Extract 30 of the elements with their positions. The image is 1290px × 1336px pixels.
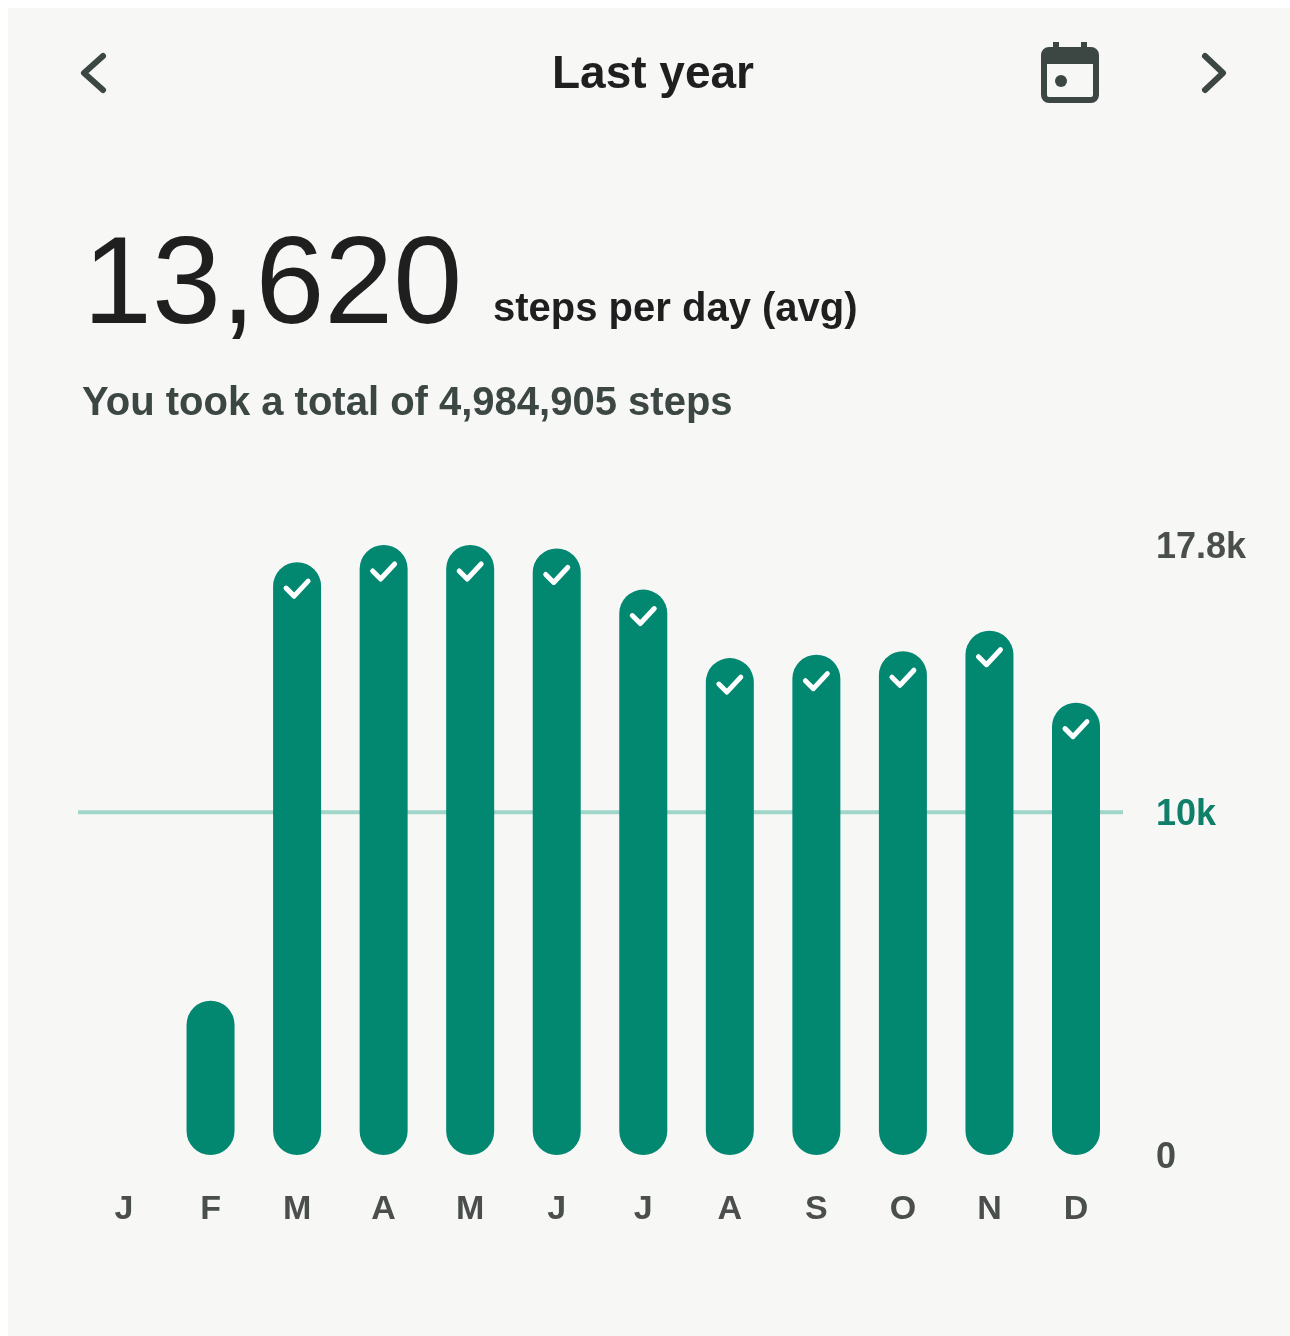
bar	[878, 651, 927, 1155]
x-tick-label: M	[282, 1188, 312, 1226]
bar	[532, 548, 581, 1155]
bar	[619, 589, 668, 1155]
text: 13,620	[83, 211, 463, 349]
ref-line-label: 10k	[1156, 792, 1218, 834]
x-tick-label: N	[977, 1188, 1002, 1226]
bar	[792, 654, 841, 1155]
x-tick-label: A	[717, 1188, 743, 1226]
bar	[273, 562, 322, 1155]
chart-title: Last year	[551, 46, 755, 98]
x-tick-label: J	[547, 1188, 567, 1226]
bar	[965, 630, 1014, 1155]
x-tick-label: J	[633, 1188, 653, 1226]
x-tick-label: S	[805, 1188, 828, 1226]
bar	[1052, 702, 1100, 1155]
bar	[705, 658, 754, 1155]
bar	[186, 1000, 235, 1155]
bar	[359, 545, 408, 1155]
x-tick-label: J	[114, 1188, 134, 1226]
x-tick-label: D	[1063, 1188, 1089, 1226]
text: steps per day (avg)	[493, 285, 858, 329]
y-tick-label: 0	[1156, 1135, 1177, 1176]
text: You took a total of 4,984,905 steps	[82, 379, 733, 423]
x-tick-label: F	[200, 1188, 221, 1226]
x-tick-label: M	[456, 1188, 485, 1226]
y-tick-label: 17.8k	[1156, 525, 1248, 566]
bar	[446, 545, 495, 1155]
x-tick-label: O	[889, 1188, 917, 1226]
x-tick-label: A	[371, 1188, 396, 1226]
